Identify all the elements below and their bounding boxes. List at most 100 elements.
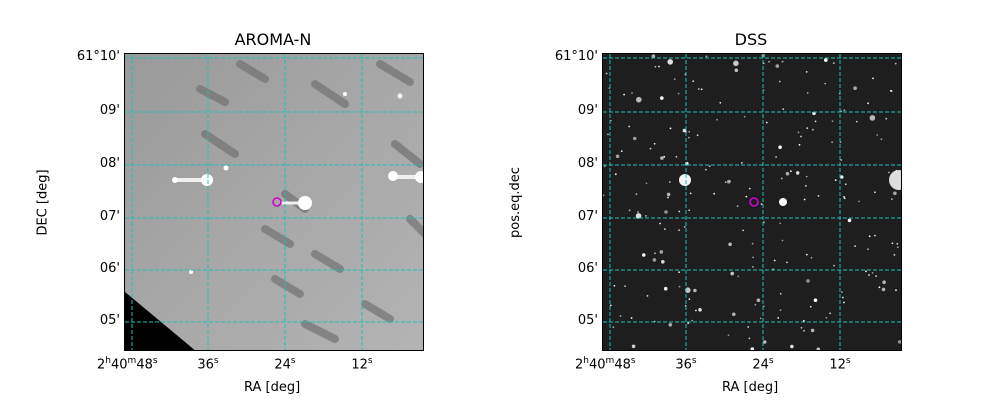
dss-star: [817, 195, 820, 197]
dec-tick: 08': [577, 156, 598, 171]
dss-star: [654, 65, 657, 68]
dss-star: [727, 334, 730, 337]
dss-star: [885, 117, 888, 120]
panel-title-aroma-n: AROMA-N: [234, 30, 312, 49]
dss-star: [603, 194, 605, 197]
dss-star: [825, 316, 828, 319]
dss-star: [615, 154, 620, 159]
dss-star: [810, 328, 815, 333]
dss-star: [839, 175, 844, 179]
dss-star: [893, 254, 896, 256]
dss-star: [806, 279, 810, 283]
dss-image-svg: [603, 54, 901, 350]
y-axis-label: pos.eq.dec: [507, 167, 523, 238]
dss-star: [840, 159, 843, 161]
dss-star: [881, 287, 886, 292]
dss-star: [730, 271, 734, 276]
dss-star: [745, 195, 748, 198]
dss-star: [751, 242, 754, 245]
target-marker: [272, 197, 282, 207]
dss-star: [779, 309, 782, 312]
dss-star: [874, 191, 876, 194]
dss-star: [790, 344, 794, 349]
dss-star: [688, 209, 691, 212]
dec-tick: 06': [99, 261, 120, 276]
dec-tick: 07': [577, 209, 598, 224]
dss-star: [858, 200, 860, 203]
dss-star: [632, 136, 637, 141]
dec-tick: 09': [99, 103, 120, 118]
dss-star: [678, 210, 681, 213]
dss-star: [833, 264, 835, 267]
dss-star: [691, 319, 694, 322]
dss-star: [605, 72, 608, 75]
dss-star: [683, 226, 686, 228]
dss-star: [688, 136, 690, 139]
dss-star: [855, 120, 858, 123]
dec-tick: 07': [99, 209, 120, 224]
dss-star: [786, 261, 788, 264]
dss-star: [732, 312, 736, 317]
dss-star: [743, 115, 746, 118]
ra-tick: 2h40m48s: [97, 356, 158, 373]
dss-star: [876, 134, 879, 136]
dss-star: [667, 59, 673, 65]
dss-star: [889, 89, 892, 92]
dss-star: [623, 93, 625, 96]
dss-star: [843, 196, 845, 198]
dss-star: [844, 183, 847, 186]
dss-star: [708, 165, 711, 168]
dss-star: [612, 326, 615, 328]
dss-star: [687, 322, 690, 324]
image-aroma-n: [124, 53, 424, 351]
dss-star: [803, 198, 806, 201]
dss-star: [673, 78, 676, 80]
dec-tick: 05': [99, 313, 120, 328]
dss-star: [865, 270, 867, 273]
dss-star: [813, 298, 818, 302]
dss-star: [843, 301, 845, 304]
dss-star: [635, 193, 638, 196]
dss-star: [642, 253, 646, 257]
dss-star: [824, 58, 828, 62]
target-marker: [749, 197, 759, 207]
dss-star: [609, 304, 612, 307]
dss-star: [888, 171, 890, 174]
dss-star: [688, 130, 691, 133]
dss-star: [661, 260, 665, 264]
dss-star: [692, 80, 695, 83]
dss-star: [812, 128, 814, 131]
ra-tick: 12s: [351, 356, 373, 373]
dss-star: [868, 235, 871, 238]
dss-star: [664, 228, 666, 231]
ra-tick: 24s: [752, 356, 774, 373]
dss-star: [741, 162, 743, 164]
dss-star: [677, 92, 680, 95]
dss-star: [775, 64, 780, 68]
dss-star: [824, 82, 827, 85]
dss-star: [752, 256, 754, 259]
dss-star: [810, 256, 813, 259]
dss-star: [843, 109, 846, 112]
dss-star: [658, 65, 660, 68]
dss-star: [651, 54, 656, 58]
dec-tick: 08': [99, 156, 120, 171]
dss-star: [880, 138, 883, 141]
dss-star: [716, 118, 718, 121]
dss-star: [620, 150, 623, 152]
ra-tick: 36s: [675, 356, 697, 373]
dss-star: [875, 275, 877, 277]
dss-star: [882, 280, 886, 284]
dss-star: [847, 218, 852, 223]
dss-star: [705, 55, 708, 58]
dss-star: [603, 165, 606, 168]
dss-stars: [603, 54, 901, 350]
dss-star: [775, 156, 777, 158]
dss-star: [779, 222, 782, 225]
dss-star: [854, 245, 856, 248]
dss-star: [660, 156, 664, 160]
dss-star: [805, 253, 808, 256]
dss-star: [734, 68, 739, 73]
dss-star: [750, 347, 755, 350]
dss-star: [805, 175, 808, 178]
